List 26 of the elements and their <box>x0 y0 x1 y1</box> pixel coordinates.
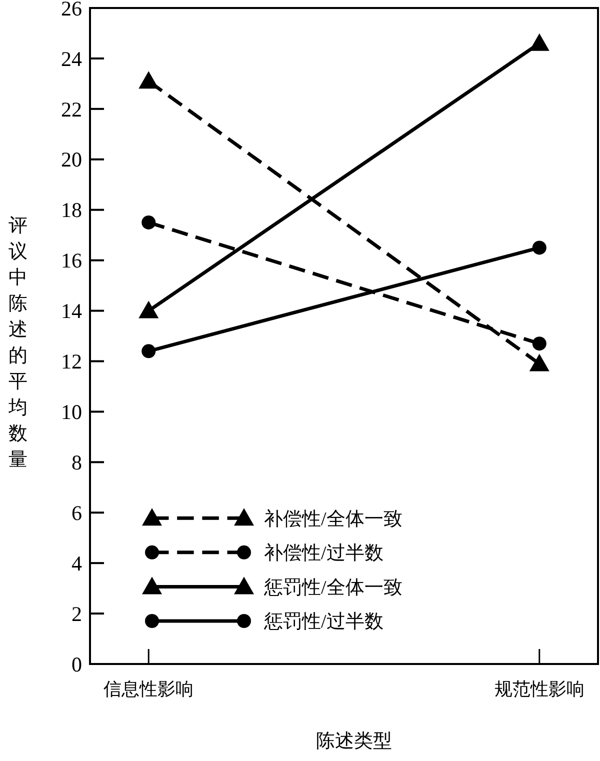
y-tick-label: 20 <box>61 148 82 172</box>
y-tick-label: 16 <box>61 248 82 273</box>
y-tick-label: 8 <box>72 450 82 475</box>
y-tick-label: 12 <box>61 350 82 374</box>
y-tick-label: 6 <box>72 500 82 525</box>
y-tick-label: 26 <box>61 0 82 20</box>
point <box>532 240 546 255</box>
y-tick-label: 10 <box>61 400 82 424</box>
point <box>142 215 156 230</box>
point <box>532 336 546 351</box>
y-tick-label: 14 <box>61 299 82 324</box>
x-tick-label: 规范性影响 <box>494 679 584 699</box>
text: 评议中陈述的平均数量 <box>8 214 28 470</box>
legend-label: 补偿性/过半数 <box>264 542 384 564</box>
y-tick-label: 2 <box>72 602 82 626</box>
y-tick-label: 22 <box>61 97 82 122</box>
legend-label: 补偿性/全体一致 <box>264 508 402 530</box>
x-axis-title: 陈述类型 <box>316 730 392 752</box>
x-tick-label: 信息性影响 <box>104 679 194 699</box>
y-tick-label: 4 <box>72 551 82 576</box>
y-tick-label: 0 <box>72 652 82 676</box>
point <box>142 344 156 358</box>
y-tick-label: 24 <box>61 46 82 71</box>
y-tick-label: 18 <box>61 198 82 222</box>
legend-label: 惩罚性/全体一致 <box>263 577 402 598</box>
legend-label: 惩罚性/过半数 <box>263 612 384 633</box>
